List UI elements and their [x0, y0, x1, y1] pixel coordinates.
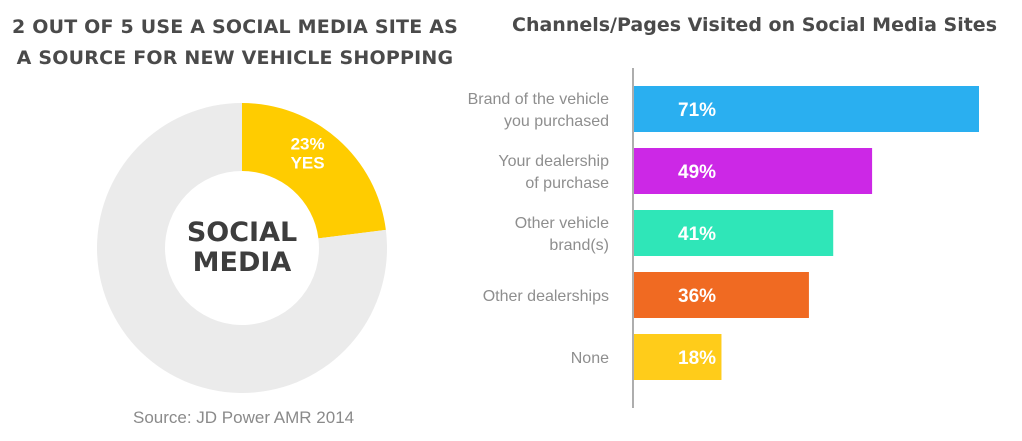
category-label: of purchase — [525, 175, 609, 192]
bar-value-label: 49% — [678, 162, 716, 183]
left-title-line1: 2 OUT OF 5 USE A SOCIAL MEDIA SITE AS — [11, 16, 458, 38]
donut-center-label: MEDIA — [193, 247, 292, 278]
category-label: Other vehicle — [515, 215, 609, 232]
bar — [634, 334, 722, 380]
category-label: Brand of the vehicle — [468, 91, 610, 108]
bar — [634, 148, 873, 194]
bar — [634, 210, 834, 256]
bar-value-label: 36% — [678, 286, 716, 307]
category-label: you purchased — [504, 113, 609, 130]
donut-slice-value-label: 23% — [291, 135, 325, 154]
category-label: None — [571, 350, 609, 367]
bar — [634, 86, 979, 132]
bar-value-label: 71% — [678, 100, 716, 121]
category-label: Other dealerships — [483, 288, 609, 305]
category-label: Your dealership — [498, 153, 609, 170]
bar-chart-title: Channels/Pages Visited on Social Media S… — [512, 14, 998, 36]
left-title: 2 OUT OF 5 USE A SOCIAL MEDIA SITE AS A … — [0, 12, 470, 74]
bar-value-label: 41% — [678, 224, 716, 245]
source-note: Source: JD Power AMR 2014 — [133, 408, 355, 427]
donut-center-label: SOCIAL — [187, 217, 297, 248]
left-title-line2: A SOURCE FOR NEW VEHICLE SHOPPING — [16, 47, 454, 69]
bar-value-label: 18% — [678, 348, 716, 369]
donut-slice-category-label: YES — [291, 154, 325, 173]
donut-slice — [242, 103, 386, 239]
donut-slice — [96, 103, 387, 393]
category-label: brand(s) — [549, 237, 609, 254]
bar — [634, 272, 809, 318]
